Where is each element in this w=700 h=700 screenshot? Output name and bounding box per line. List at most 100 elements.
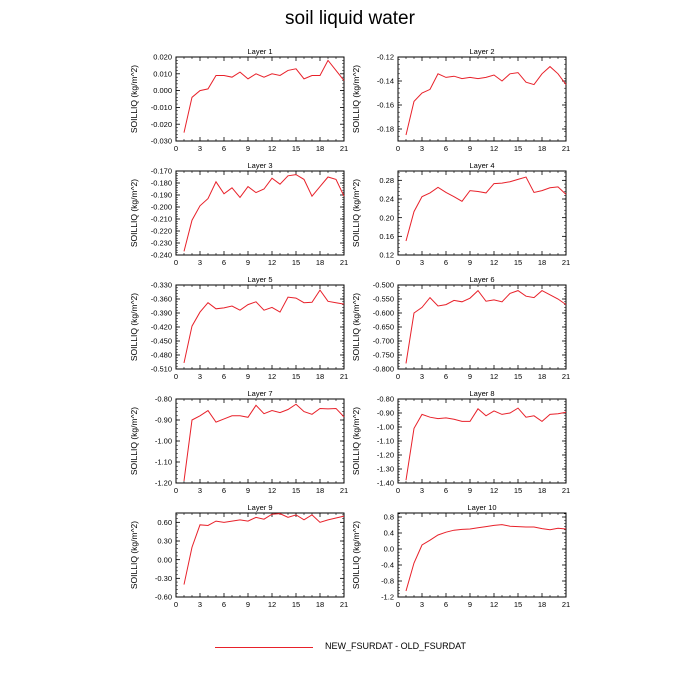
x-tick-label: 21 bbox=[340, 600, 348, 609]
x-tick-label: 15 bbox=[514, 600, 522, 609]
y-axis-label: SOILLIQ (kg/m^2) bbox=[351, 179, 361, 247]
x-tick-label: 12 bbox=[490, 144, 498, 153]
y-tick-label: 0.16 bbox=[379, 232, 394, 241]
y-tick-label: -0.750 bbox=[373, 351, 394, 360]
x-tick-label: 6 bbox=[444, 486, 448, 495]
y-tick-label: -1.00 bbox=[377, 423, 394, 432]
plot-frame bbox=[175, 170, 345, 256]
x-tick-label: 15 bbox=[292, 600, 300, 609]
x-tick-label: 9 bbox=[468, 486, 472, 495]
series-line bbox=[183, 174, 345, 252]
x-tick-label: 21 bbox=[562, 372, 570, 381]
y-tick-label: -0.190 bbox=[151, 191, 172, 200]
y-axis-label: SOILLIQ (kg/m^2) bbox=[351, 521, 361, 589]
y-tick-label: -0.60 bbox=[155, 593, 172, 602]
plot-frame bbox=[175, 284, 345, 370]
x-tick-label: 15 bbox=[514, 258, 522, 267]
y-tick-label: -0.650 bbox=[373, 323, 394, 332]
x-tick-label: 9 bbox=[468, 372, 472, 381]
x-tick-label: 0 bbox=[174, 258, 178, 267]
y-tick-label: -0.18 bbox=[377, 125, 394, 134]
x-tick-label: 0 bbox=[174, 600, 178, 609]
x-tick-label: 3 bbox=[420, 144, 424, 153]
x-tick-label: 6 bbox=[444, 258, 448, 267]
x-tick-label: 6 bbox=[444, 372, 448, 381]
y-tick-label: -0.16 bbox=[377, 101, 394, 110]
chart-title: soil liquid water bbox=[285, 8, 415, 29]
y-tick-label: -1.40 bbox=[377, 479, 394, 488]
plot-frame bbox=[397, 56, 567, 142]
panel-layer-1: 0 3 6 9 12 15 18 21 -0.030 -0.020 -0.010 0.000 0.010… bbox=[129, 47, 348, 153]
y-tick-label: -1.20 bbox=[377, 451, 394, 460]
panel-layer-8: 0 3 6 9 12 15 18 21 -1.40 -1.30 -1.20 -1.10 -1.00 -0.… bbox=[351, 389, 570, 495]
y-tick-label: -0.30 bbox=[155, 574, 172, 583]
x-tick-label: 12 bbox=[490, 372, 498, 381]
panel-title: Layer 6 bbox=[469, 275, 494, 284]
series-line bbox=[183, 59, 345, 133]
x-tick-label: 0 bbox=[396, 600, 400, 609]
y-tick-label: 0.00 bbox=[157, 555, 172, 564]
panel-layer-2: 0 3 6 9 12 15 18 21 -0.18 -0.16 -0.14 -0.12 Layer 2 S… bbox=[351, 47, 570, 153]
y-tick-label: -0.210 bbox=[151, 215, 172, 224]
x-tick-label: 15 bbox=[292, 486, 300, 495]
x-tick-label: 6 bbox=[222, 258, 226, 267]
x-tick-label: 3 bbox=[420, 486, 424, 495]
series-line bbox=[405, 176, 567, 242]
y-tick-label: -0.800 bbox=[373, 365, 394, 374]
x-tick-label: 18 bbox=[316, 486, 324, 495]
panel-layer-7: 0 3 6 9 12 15 18 21 -1.20 -1.10 -1.00 -0.90 -0.80 Lay… bbox=[129, 389, 348, 495]
x-tick-label: 15 bbox=[292, 144, 300, 153]
x-tick-label: 3 bbox=[198, 600, 202, 609]
x-tick-label: 9 bbox=[246, 600, 250, 609]
x-tick-label: 21 bbox=[562, 258, 570, 267]
x-tick-label: 6 bbox=[222, 372, 226, 381]
x-tick-label: 15 bbox=[292, 258, 300, 267]
x-tick-label: 18 bbox=[316, 372, 324, 381]
x-tick-label: 9 bbox=[246, 144, 250, 153]
x-tick-label: 18 bbox=[538, 258, 546, 267]
y-tick-label: -0.030 bbox=[151, 137, 172, 146]
y-axis-label: SOILLIQ (kg/m^2) bbox=[129, 407, 139, 475]
y-tick-label: -0.90 bbox=[377, 409, 394, 418]
y-tick-label: -0.220 bbox=[151, 227, 172, 236]
x-tick-label: 21 bbox=[340, 486, 348, 495]
x-tick-label: 0 bbox=[396, 144, 400, 153]
plot-frame bbox=[397, 284, 567, 370]
y-tick-label: -0.550 bbox=[373, 295, 394, 304]
x-tick-label: 6 bbox=[444, 144, 448, 153]
y-tick-label: 0.8 bbox=[384, 513, 394, 522]
y-tick-label: 0.20 bbox=[379, 213, 394, 222]
x-tick-label: 12 bbox=[268, 486, 276, 495]
x-tick-label: 18 bbox=[538, 372, 546, 381]
plot-frame bbox=[175, 56, 345, 142]
panel-title: Layer 5 bbox=[247, 275, 272, 284]
x-tick-label: 15 bbox=[292, 372, 300, 381]
x-tick-label: 15 bbox=[514, 144, 522, 153]
x-tick-label: 15 bbox=[514, 486, 522, 495]
x-tick-label: 6 bbox=[444, 600, 448, 609]
y-tick-label: -0.700 bbox=[373, 337, 394, 346]
y-tick-label: -0.510 bbox=[151, 365, 172, 374]
x-tick-label: 18 bbox=[538, 600, 546, 609]
panel-title: Layer 7 bbox=[247, 389, 272, 398]
y-tick-label: -1.10 bbox=[377, 437, 394, 446]
y-axis-label: SOILLIQ (kg/m^2) bbox=[129, 65, 139, 133]
y-tick-label: 0.4 bbox=[384, 529, 394, 538]
y-tick-label: -0.020 bbox=[151, 120, 172, 129]
y-tick-label: -0.360 bbox=[151, 295, 172, 304]
x-tick-label: 21 bbox=[340, 372, 348, 381]
y-tick-label: -1.00 bbox=[155, 437, 172, 446]
panel-title: Layer 10 bbox=[467, 503, 496, 512]
y-tick-label: -0.330 bbox=[151, 281, 172, 290]
panel-layer-5: 0 3 6 9 12 15 18 21 -0.510 -0.480 -0.450 -0.420 -0.3… bbox=[129, 275, 348, 381]
x-tick-label: 21 bbox=[562, 486, 570, 495]
plot-frame bbox=[175, 512, 345, 598]
y-tick-label: -0.14 bbox=[377, 77, 394, 86]
panel-title: Layer 4 bbox=[469, 161, 494, 170]
x-tick-label: 6 bbox=[222, 144, 226, 153]
panel-title: Layer 3 bbox=[247, 161, 272, 170]
x-tick-label: 18 bbox=[316, 600, 324, 609]
x-tick-label: 0 bbox=[174, 486, 178, 495]
legend-line bbox=[215, 647, 313, 648]
